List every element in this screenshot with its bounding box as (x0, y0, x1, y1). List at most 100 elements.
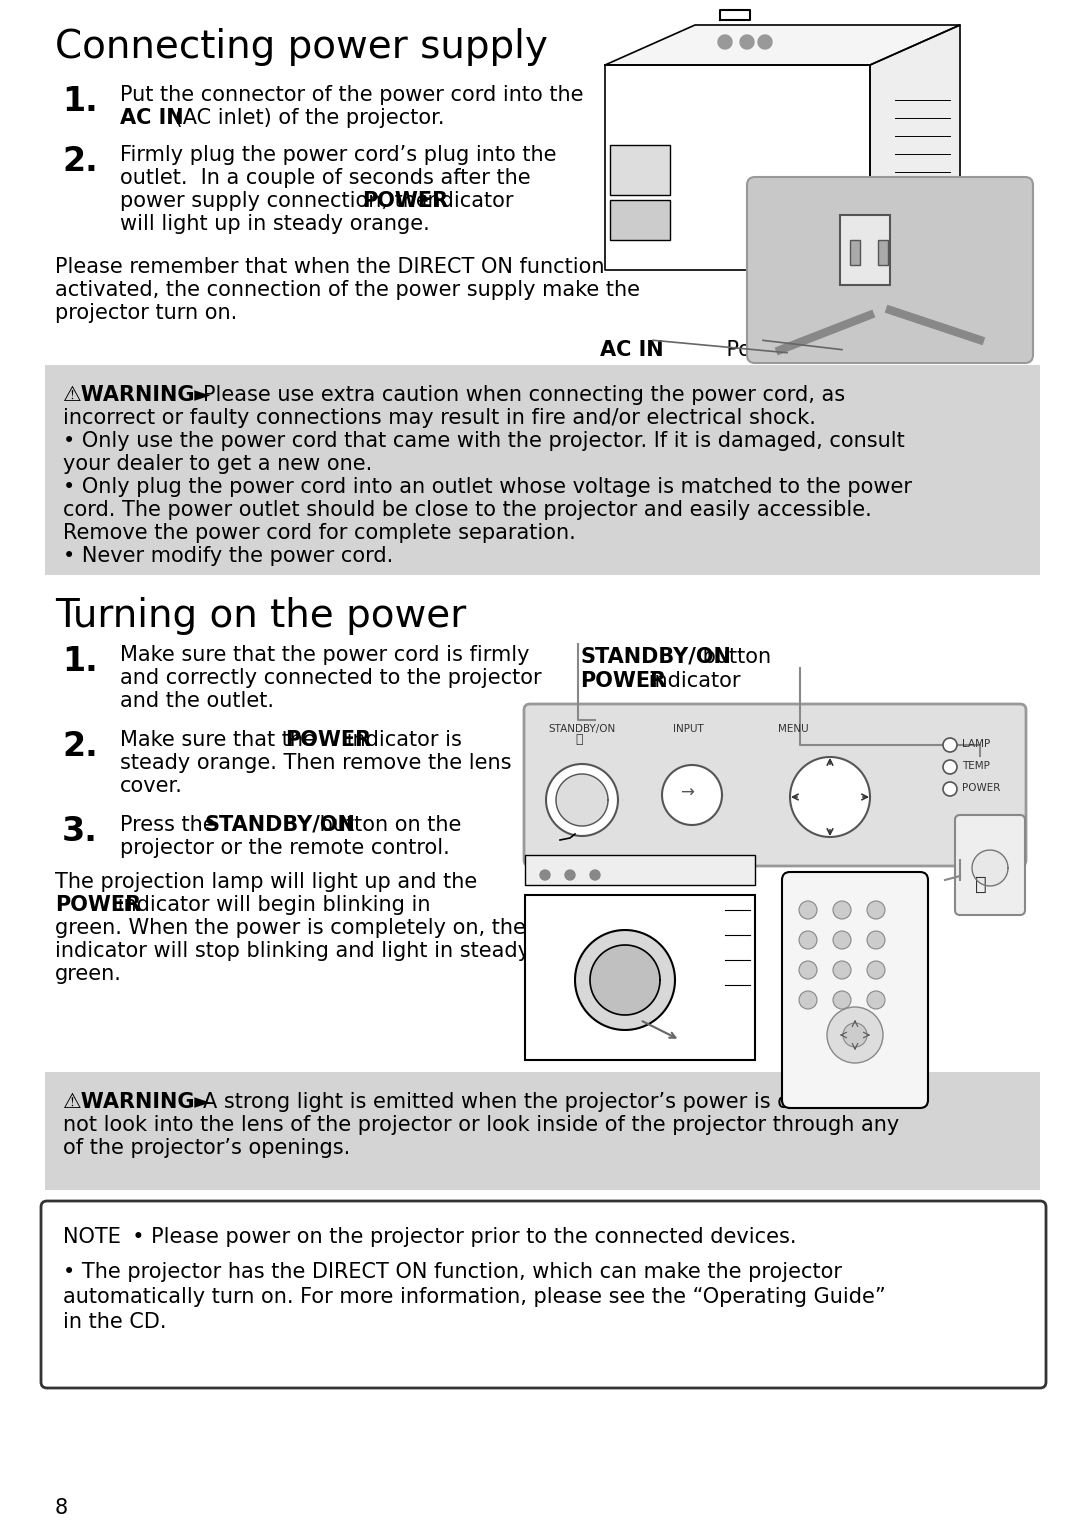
FancyBboxPatch shape (524, 703, 1026, 865)
Circle shape (867, 900, 885, 919)
FancyBboxPatch shape (747, 177, 1032, 363)
Text: 1.: 1. (62, 85, 98, 118)
Text: • Never modify the power cord.: • Never modify the power cord. (63, 546, 393, 566)
Polygon shape (575, 929, 675, 1030)
Bar (878, 240, 888, 266)
Text: STANDBY/ON: STANDBY/ON (205, 815, 356, 835)
Text: 8: 8 (55, 1499, 68, 1518)
Polygon shape (758, 35, 772, 49)
Text: indicator: indicator (415, 191, 513, 211)
Text: TEMP: TEMP (962, 761, 990, 771)
Text: cord. The power outlet should be close to the projector and easily accessible.: cord. The power outlet should be close t… (63, 501, 872, 520)
Text: power supply connection, the: power supply connection, the (120, 191, 435, 211)
Text: Power cord: Power cord (700, 340, 842, 360)
Text: Put the connector of the power cord into the: Put the connector of the power cord into… (120, 85, 583, 105)
Circle shape (799, 961, 816, 980)
Text: incorrect or faulty connections may result in fire and/or electrical shock.: incorrect or faulty connections may resu… (63, 407, 815, 427)
Text: • The projector has the DIRECT ON function, which can make the projector: • The projector has the DIRECT ON functi… (63, 1262, 842, 1282)
Polygon shape (791, 757, 870, 836)
Circle shape (943, 781, 957, 797)
Circle shape (867, 931, 885, 949)
Circle shape (833, 931, 851, 949)
Text: ⚠WARNING: ⚠WARNING (63, 1093, 195, 1112)
Polygon shape (605, 66, 870, 270)
Text: automatically turn on. For more information, please see the “Operating Guide”: automatically turn on. For more informat… (63, 1286, 886, 1306)
Text: STANDBY/ON: STANDBY/ON (580, 647, 731, 667)
Text: AC IN: AC IN (120, 108, 184, 128)
Text: in the CD.: in the CD. (63, 1312, 166, 1332)
Polygon shape (740, 35, 754, 49)
Polygon shape (718, 35, 732, 49)
Text: activated, the connection of the power supply make the: activated, the connection of the power s… (55, 279, 640, 301)
Text: • Only use the power cord that came with the projector. If it is damaged, consul: • Only use the power cord that came with… (63, 430, 905, 452)
Text: indicator will stop blinking and light in steady: indicator will stop blinking and light i… (55, 942, 530, 961)
FancyBboxPatch shape (782, 871, 928, 1108)
Text: your dealer to get a new one.: your dealer to get a new one. (63, 455, 373, 475)
Circle shape (943, 760, 957, 774)
Bar (45, 1071, 1040, 1190)
Polygon shape (590, 945, 660, 1015)
Circle shape (943, 739, 957, 752)
Text: 2.: 2. (62, 145, 98, 179)
Text: (AC inlet) of the projector.: (AC inlet) of the projector. (168, 108, 445, 128)
Text: 1.: 1. (62, 645, 98, 678)
Text: LAMP: LAMP (962, 739, 990, 749)
Text: Please remember that when the DIRECT ON function: Please remember that when the DIRECT ON … (55, 256, 605, 278)
Circle shape (590, 870, 600, 881)
Circle shape (565, 870, 575, 881)
Text: indicator will begin blinking in: indicator will begin blinking in (111, 896, 431, 916)
Bar (610, 200, 670, 240)
Bar (525, 896, 755, 1061)
Text: cover.: cover. (120, 777, 183, 797)
Text: ⏻: ⏻ (575, 732, 582, 746)
Text: ⏻: ⏻ (975, 874, 987, 894)
Text: ►: ► (181, 385, 211, 404)
Bar (45, 365, 1040, 575)
Text: • Only plug the power cord into an outlet whose voltage is matched to the power: • Only plug the power cord into an outle… (63, 478, 912, 497)
Text: 2.: 2. (62, 729, 98, 763)
Circle shape (833, 900, 851, 919)
Text: POWER: POWER (580, 671, 666, 691)
Text: AC IN: AC IN (600, 340, 663, 360)
Text: Please use extra caution when connecting the power cord, as: Please use extra caution when connecting… (203, 385, 846, 404)
Circle shape (540, 870, 550, 881)
Text: POWER: POWER (55, 896, 141, 916)
Text: ⚠WARNING: ⚠WARNING (63, 385, 195, 404)
Circle shape (833, 990, 851, 1009)
Text: green. When the power is completely on, the: green. When the power is completely on, … (55, 919, 526, 938)
Polygon shape (972, 850, 1008, 887)
FancyBboxPatch shape (41, 1201, 1047, 1389)
Text: indicator is: indicator is (340, 729, 462, 749)
Text: MENU: MENU (778, 723, 809, 734)
Circle shape (867, 990, 885, 1009)
Bar (850, 240, 860, 266)
Text: A strong light is emitted when the projector’s power is on. Do: A strong light is emitted when the proje… (203, 1093, 846, 1112)
Text: • Please power on the projector prior to the connected devices.: • Please power on the projector prior to… (119, 1227, 797, 1247)
Text: Remove the power cord for complete separation.: Remove the power cord for complete separ… (63, 523, 576, 543)
Text: POWER: POWER (362, 191, 448, 211)
Text: button: button (696, 647, 771, 667)
Text: Make sure that the power cord is firmly: Make sure that the power cord is firmly (120, 645, 529, 665)
Circle shape (827, 1007, 883, 1064)
Bar (610, 145, 670, 195)
Polygon shape (546, 765, 618, 836)
Circle shape (867, 961, 885, 980)
Circle shape (799, 990, 816, 1009)
Bar (525, 855, 755, 885)
Text: →: → (680, 784, 693, 803)
Polygon shape (662, 765, 723, 826)
Text: Turning on the power: Turning on the power (55, 597, 467, 635)
Text: indicator: indicator (642, 671, 741, 691)
Text: STANDBY/ON: STANDBY/ON (548, 723, 616, 734)
Text: steady orange. Then remove the lens: steady orange. Then remove the lens (120, 752, 512, 774)
Polygon shape (556, 774, 608, 826)
Text: projector or the remote control.: projector or the remote control. (120, 838, 449, 858)
Text: Firmly plug the power cord’s plug into the: Firmly plug the power cord’s plug into t… (120, 145, 556, 165)
Circle shape (833, 961, 851, 980)
Text: The projection lamp will light up and the: The projection lamp will light up and th… (55, 871, 477, 893)
Text: and the outlet.: and the outlet. (120, 691, 274, 711)
Text: outlet.  In a couple of seconds after the: outlet. In a couple of seconds after the (120, 168, 530, 188)
Circle shape (799, 900, 816, 919)
FancyBboxPatch shape (955, 815, 1025, 916)
Text: ►: ► (181, 1093, 211, 1112)
